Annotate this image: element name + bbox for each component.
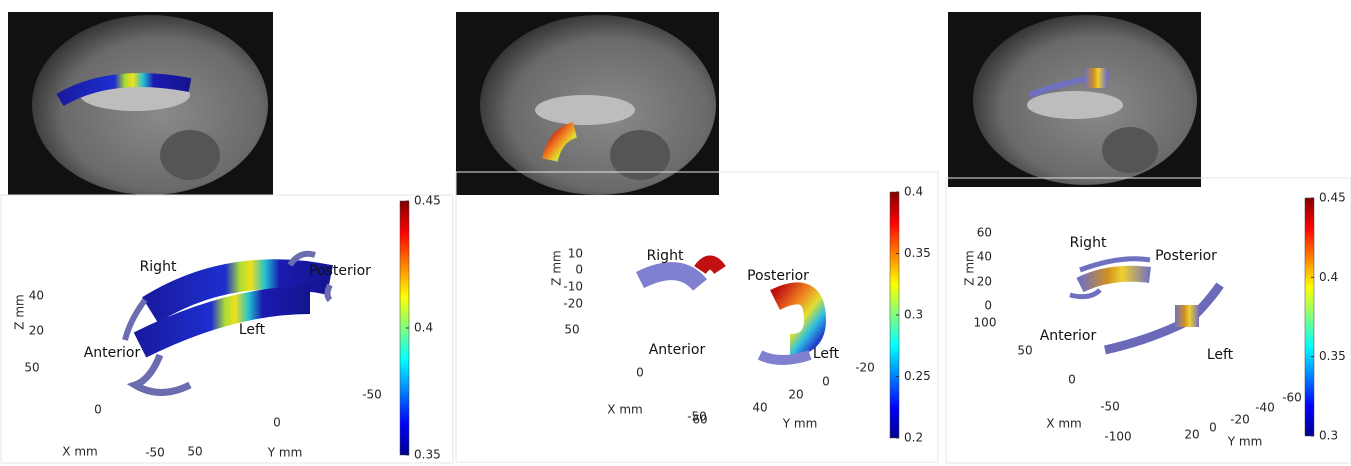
tick-label: -60	[1282, 391, 1302, 405]
plot-frame	[945, 177, 1351, 464]
tick-label: 0	[94, 403, 102, 417]
tick-label: 50	[1017, 344, 1032, 358]
colorbar-tick-label: 0.4	[1319, 270, 1338, 284]
plot-frame	[455, 171, 939, 463]
tick-label: 60	[977, 226, 992, 240]
tick-label: 40	[752, 401, 767, 415]
tick-label: 20	[977, 275, 992, 289]
colorbar-tick-label: 0.4	[904, 185, 923, 199]
tick-label: 40	[977, 250, 992, 264]
tick-label: 60	[692, 413, 707, 427]
mri-image	[948, 12, 1201, 187]
axis-label: X mm	[607, 403, 642, 417]
colorbar-tick-label: 0.45	[414, 194, 441, 208]
tick-label: 10	[568, 247, 583, 261]
colorbar-tick-label: 0.4	[414, 321, 433, 335]
region-label: Right	[1070, 235, 1107, 251]
tick-label: 0	[822, 375, 830, 389]
tick-label: -20	[563, 297, 583, 311]
tick-label: 0	[575, 263, 583, 277]
tract-3d	[635, 255, 827, 365]
tick-label: -50	[145, 446, 165, 460]
tick-label: -50	[362, 388, 382, 402]
tick-label: -20	[855, 361, 875, 375]
axis-label: X mm	[1046, 417, 1081, 431]
colorbar-tick-label: 0.3	[904, 308, 923, 322]
tick-label: 50	[24, 361, 39, 375]
axis-label: X mm	[62, 445, 97, 459]
mri-image	[456, 12, 719, 195]
tick-label: 40	[29, 289, 44, 303]
axis-label: Z mm	[13, 294, 27, 329]
tract-3d	[1069, 256, 1224, 355]
axis-label: Z mm	[963, 250, 977, 285]
tick-label: -10	[563, 280, 583, 294]
tick-label: -20	[1230, 413, 1250, 427]
axis-label: Z mm	[550, 250, 564, 285]
axis-label: Y mm	[782, 417, 818, 431]
tick-label: 0	[636, 366, 644, 380]
tick-label: -50	[687, 410, 707, 424]
colorbar-tick-label: 0.25	[904, 369, 931, 383]
region-label: Anterior	[1040, 328, 1097, 344]
mri-image	[8, 12, 273, 195]
tick-label: 50	[564, 323, 579, 337]
colorbar-tick-label: 0.3	[1319, 429, 1338, 443]
tick-label: 20	[29, 324, 44, 338]
colorbar-tick-label: 0.35	[1319, 349, 1346, 363]
tick-label: 0	[273, 416, 281, 430]
region-label: Anterior	[649, 342, 706, 358]
tick-label: -50	[1100, 400, 1120, 414]
colorbar-tick-label: 0.35	[414, 448, 441, 462]
tick-label: 0	[1209, 421, 1217, 435]
region-label: Anterior	[84, 345, 141, 361]
colorbar-tick-label: 0.45	[1319, 191, 1346, 205]
colorbar-tick-label: 0.35	[904, 246, 931, 260]
tick-label: 20	[1184, 428, 1199, 442]
region-label: Posterior	[747, 268, 809, 284]
axis-label: Y mm	[1227, 435, 1263, 449]
region-label: Right	[647, 248, 684, 264]
tick-label: 100	[974, 316, 997, 330]
region-label: Left	[813, 346, 840, 362]
region-label: Posterior	[309, 263, 371, 279]
region-label: Left	[239, 322, 266, 338]
tick-label: -40	[1255, 401, 1275, 415]
region-label: Right	[140, 259, 177, 275]
region-label: Left	[1207, 347, 1234, 363]
colorbar-tick-label: 0.2	[904, 431, 923, 445]
colorbar	[1304, 197, 1315, 437]
tract-3d	[122, 250, 333, 396]
region-label: Posterior	[1155, 248, 1217, 264]
tick-label: 0	[984, 299, 992, 313]
tick-label: 50	[187, 445, 202, 459]
tick-label: -100	[1104, 430, 1131, 444]
axis-label: Y mm	[267, 446, 303, 460]
tick-label: 20	[788, 388, 803, 402]
tick-label: 0	[1068, 373, 1076, 387]
plot-frame	[0, 194, 454, 464]
